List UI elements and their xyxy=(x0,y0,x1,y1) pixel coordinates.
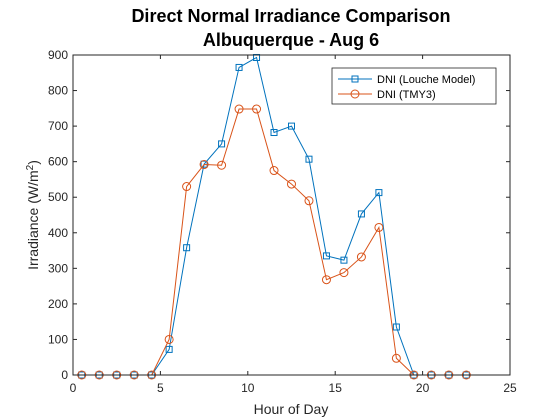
y-tick-label: 800 xyxy=(48,84,68,98)
x-tick-label: 0 xyxy=(70,381,77,395)
y-tick-label: 300 xyxy=(48,261,68,275)
data-point-circle xyxy=(374,222,384,232)
y-axis-ticks: 0 100 200 300 400 500 600 700 800 900 xyxy=(48,48,510,382)
y-tick-label: 500 xyxy=(48,190,68,204)
legend-items: DNI (Louche Model) DNI (TMY3) xyxy=(338,74,475,101)
y-axis-label: Irradiance (W/m2) xyxy=(25,160,41,270)
data-point-square xyxy=(305,155,313,163)
legend-label-1: DNI (Louche Model) xyxy=(377,74,475,86)
data-point-square xyxy=(253,53,261,61)
data-point-circle xyxy=(269,166,279,176)
data-point-square xyxy=(165,345,173,353)
data-point-square xyxy=(357,210,365,218)
data-point-circle xyxy=(356,252,366,262)
plot-background xyxy=(73,55,510,375)
legend: DNI (Louche Model) DNI (TMY3) xyxy=(331,67,497,105)
data-point-circle xyxy=(164,334,174,344)
legend-label-2: DNI (TMY3) xyxy=(377,89,436,101)
data-point-square xyxy=(322,252,330,260)
y-axis-label-main: Irradiance (W/m xyxy=(25,170,41,270)
data-point-square xyxy=(288,122,295,130)
data-point-circle xyxy=(339,268,349,278)
data-point-circle xyxy=(252,104,262,114)
data-point-circle xyxy=(287,179,296,189)
x-tick-label: 10 xyxy=(241,381,255,395)
data-point-circle xyxy=(234,104,244,114)
x-tick-label: 25 xyxy=(503,381,517,395)
x-axis-label: Hour of Day xyxy=(254,401,329,417)
legend-marker-square xyxy=(351,75,359,83)
data-point-square xyxy=(235,63,243,71)
chart-subtitle: Albuquerque - Aug 6 xyxy=(203,30,379,50)
y-tick-label: 600 xyxy=(48,155,68,169)
x-tick-label: 15 xyxy=(329,381,343,395)
data-point-square xyxy=(375,189,383,197)
x-axis-ticks: 0 5 10 15 20 25 xyxy=(70,55,517,395)
y-axis-label-tail: ) xyxy=(25,160,41,165)
y-tick-label: 400 xyxy=(48,226,68,240)
plot-area: 0 5 10 15 20 25 0 100 200 300 400 500 600 700 800 900 xyxy=(48,48,517,395)
y-tick-label: 100 xyxy=(48,332,68,346)
data-point-circle xyxy=(391,353,401,363)
data-point-square xyxy=(270,129,278,137)
y-tick-label: 900 xyxy=(48,48,68,62)
legend-marker-circle xyxy=(350,89,360,99)
data-point-circle xyxy=(182,182,192,192)
data-point-circle xyxy=(199,160,209,170)
x-tick-label: 5 xyxy=(157,381,164,395)
data-point-circle xyxy=(217,160,227,170)
data-point-circle xyxy=(321,275,331,285)
axes-frame xyxy=(72,54,511,376)
data-point-square xyxy=(183,244,191,252)
y-tick-label: 0 xyxy=(61,368,68,382)
data-point-square xyxy=(218,140,226,148)
y-tick-label: 700 xyxy=(48,119,68,133)
y-axis-label-superscript: 2 xyxy=(25,164,36,170)
chart-title: Direct Normal Irradiance Comparison xyxy=(131,6,450,26)
x-tick-label: 20 xyxy=(416,381,430,395)
legend-box xyxy=(331,67,497,105)
data-point-circle xyxy=(304,196,314,206)
data-point-square xyxy=(340,256,348,264)
y-tick-label: 200 xyxy=(48,297,68,311)
data-point-square xyxy=(392,323,400,331)
